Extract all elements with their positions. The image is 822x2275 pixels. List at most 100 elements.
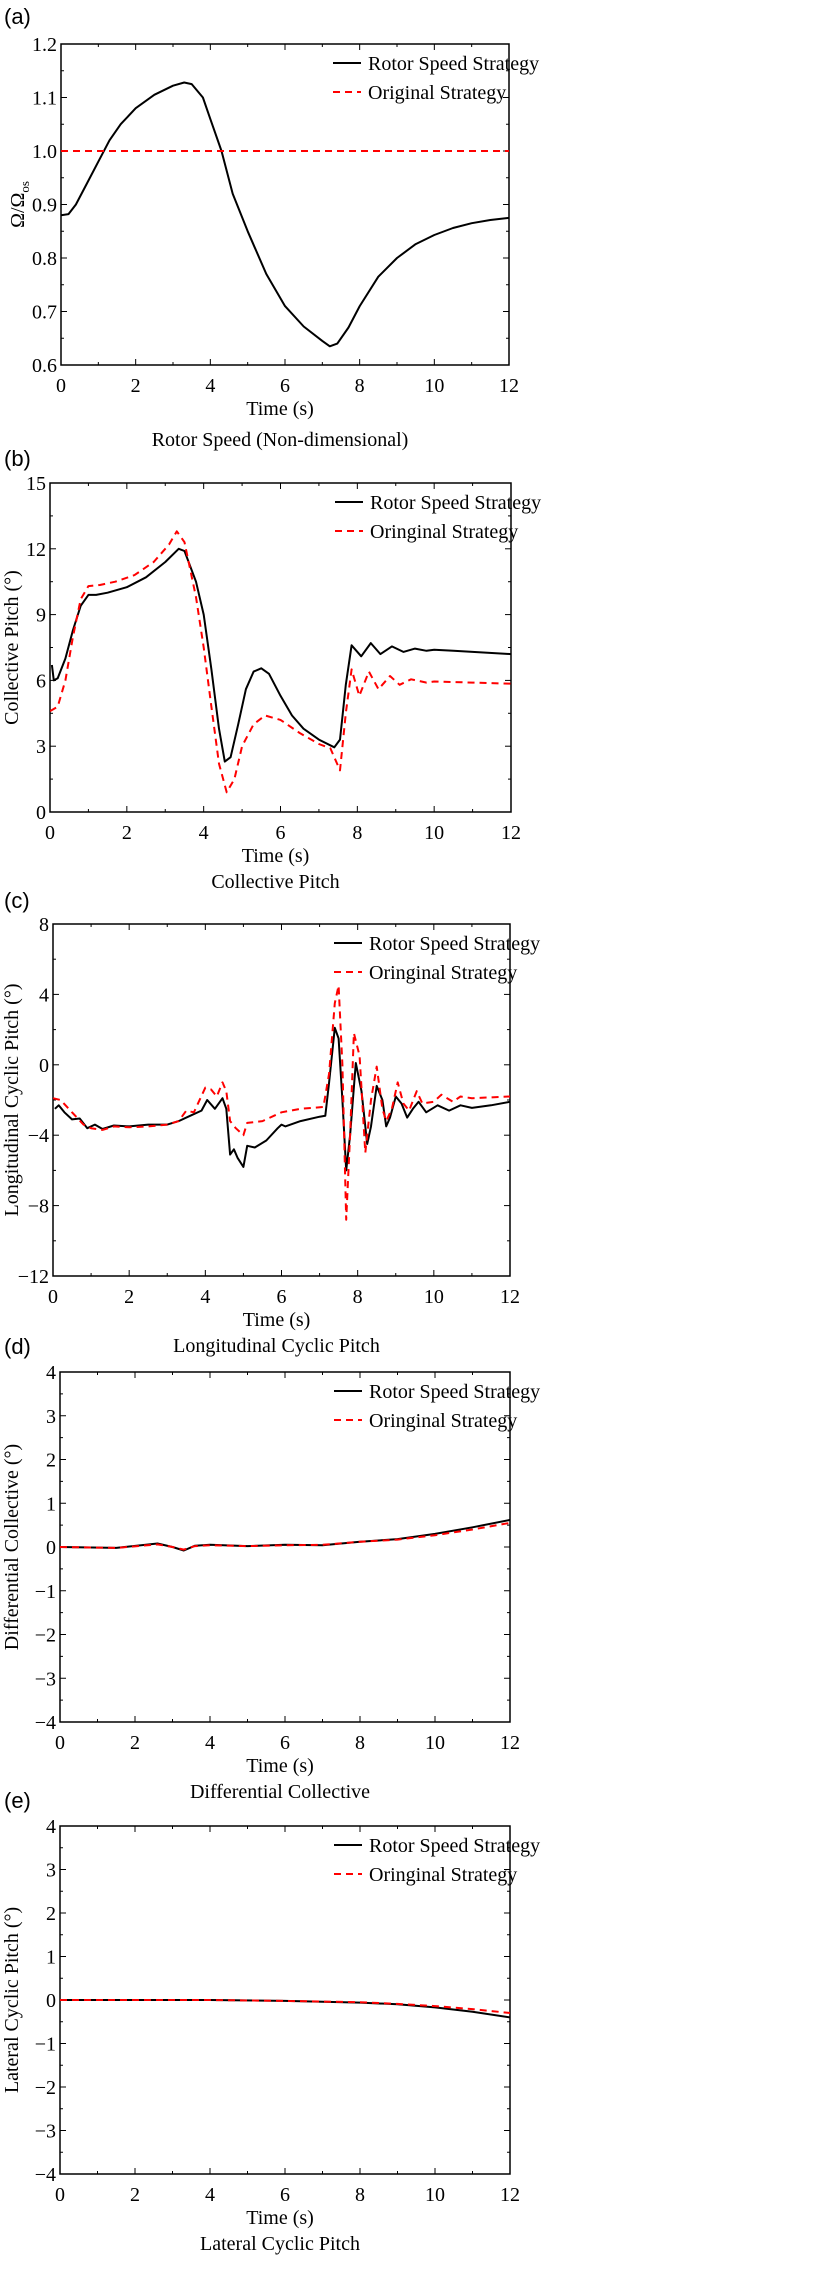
y-tick-label: −4 <box>35 1712 56 1734</box>
y-tick-label: 3 <box>36 736 46 758</box>
x-tick-label: 12 <box>500 1732 520 1754</box>
panel-subtitle: Differential Collective <box>190 1781 370 1803</box>
legend-label: Oringinal Strategy <box>369 1864 517 1886</box>
panel-subtitle: Collective Pitch <box>211 871 339 893</box>
panel-label: (c) <box>4 888 30 913</box>
panel-subtitle: Rotor Speed (Non-dimensional) <box>152 429 409 451</box>
panel-b: (b) 0 2 4 6 8 10 12 0 3 6 9 12 15 Time (s) Collective P… <box>1 446 541 893</box>
series-original-strategy-line <box>60 1521 510 1551</box>
y-tick-label: 2 <box>46 1903 56 1925</box>
x-tick-label: 6 <box>277 1286 287 1308</box>
y-tick-label: 0 <box>46 1990 56 2012</box>
x-tick-label: 4 <box>205 1732 215 1754</box>
x-tick-label: 10 <box>425 1732 445 1754</box>
y-tick-label: 15 <box>26 473 46 495</box>
legend-label: Oringinal Strategy <box>370 521 518 543</box>
x-tick-label: 2 <box>130 1732 140 1754</box>
x-tick-label: 0 <box>55 2184 65 2206</box>
legend-label: Oringinal Strategy <box>369 1410 517 1432</box>
y-axis-title-main: Longitudinal Cyclic Pitch (°) <box>1 984 23 1217</box>
y-axis-title: Collective Pitch (°) <box>1 570 23 725</box>
x-tick-label: 4 <box>205 375 215 397</box>
legend-label: Original Strategy <box>368 82 506 104</box>
y-tick-label: 0.8 <box>32 248 57 270</box>
y-tick-label: 0 <box>36 802 46 824</box>
y-tick-label: 2 <box>46 1450 56 1472</box>
x-tick-label: 8 <box>353 1286 363 1308</box>
y-tick-label: −4 <box>28 1125 49 1147</box>
y-tick-label: 1.2 <box>32 34 57 56</box>
series-original-strategy-line <box>53 984 510 1221</box>
y-tick-label: −2 <box>35 2077 56 2099</box>
x-tick-label: 2 <box>122 822 132 844</box>
y-tick-label: −3 <box>35 1668 56 1690</box>
panel-label: (e) <box>4 1788 31 1813</box>
x-axis-title: Time (s) <box>242 845 310 867</box>
x-tick-label: 0 <box>48 1286 58 1308</box>
y-tick-label: 4 <box>46 1816 56 1838</box>
x-tick-label: 6 <box>280 2184 290 2206</box>
x-tick-label: 12 <box>499 375 519 397</box>
y-axis-title-subscript: os <box>17 181 32 193</box>
y-tick-label: 0.6 <box>32 355 57 377</box>
panel-subtitle: Longitudinal Cyclic Pitch <box>173 1335 380 1357</box>
x-axis-title: Time (s) <box>246 1755 314 1777</box>
x-tick-label: 0 <box>55 1732 65 1754</box>
y-axis-title: Differential Collective (°) <box>1 1444 23 1650</box>
series-rotor-speed-strategy-line <box>50 547 511 763</box>
y-tick-label: 6 <box>36 670 46 692</box>
x-tick-label: 4 <box>200 1286 210 1308</box>
y-axis-title-main: Collective Pitch (°) <box>1 570 23 725</box>
x-axis-title: Time (s) <box>246 2207 314 2229</box>
y-tick-label: 1.1 <box>32 88 57 110</box>
x-tick-label: 4 <box>205 2184 215 2206</box>
legend-label: Rotor Speed Strategy <box>369 933 540 955</box>
x-tick-label: 0 <box>56 375 66 397</box>
x-tick-label: 10 <box>425 2184 445 2206</box>
x-tick-label: 2 <box>130 2184 140 2206</box>
legend-label: Rotor Speed Strategy <box>369 1835 540 1857</box>
series-rotor-speed-strategy-line <box>54 1026 510 1172</box>
x-tick-label: 10 <box>424 1286 444 1308</box>
series-original-strategy-line <box>50 530 511 794</box>
x-tick-label: 8 <box>355 2184 365 2206</box>
panel-a: (a) 0 2 4 6 8 10 12 0.6 0.7 0.8 0.9 1.0 1.1 1.2 Time (s… <box>4 4 539 451</box>
x-tick-label: 6 <box>280 1732 290 1754</box>
y-tick-label: −3 <box>35 2121 56 2143</box>
legend-label: Rotor Speed Strategy <box>368 53 539 75</box>
y-tick-label: 0.9 <box>32 195 57 217</box>
y-tick-label: −8 <box>28 1196 49 1218</box>
y-tick-label: 0 <box>46 1537 56 1559</box>
x-tick-label: 4 <box>199 822 209 844</box>
y-tick-label: 8 <box>39 914 49 936</box>
y-axis-title-main: Lateral Cyclic Pitch (°) <box>1 1907 23 2093</box>
panel-label: (d) <box>4 1334 31 1359</box>
y-tick-label: 0 <box>39 1055 49 1077</box>
x-tick-label: 12 <box>500 2184 520 2206</box>
panel-subtitle: Lateral Cyclic Pitch <box>200 2233 360 2255</box>
x-tick-label: 2 <box>124 1286 134 1308</box>
y-tick-label: −1 <box>35 1581 56 1603</box>
x-tick-label: 8 <box>355 1732 365 1754</box>
legend-label: Rotor Speed Strategy <box>370 492 541 514</box>
y-tick-label: 1 <box>46 1493 56 1515</box>
y-tick-label: 3 <box>46 1860 56 1882</box>
y-tick-label: −4 <box>35 2164 56 2186</box>
series-rotor-speed-strategy-line <box>61 81 509 348</box>
y-tick-label: 1 <box>46 1947 56 1969</box>
y-tick-label: 4 <box>39 984 49 1006</box>
series-original-strategy-line <box>60 1999 510 2014</box>
series-rotor-speed-strategy-line <box>60 1999 510 2019</box>
series-rotor-speed-strategy-line <box>60 1518 510 1552</box>
y-axis-title: Ω/Ωos <box>7 181 32 228</box>
x-tick-label: 12 <box>500 1286 520 1308</box>
x-axis-title: Time (s) <box>243 1309 311 1331</box>
legend-label: Rotor Speed Strategy <box>369 1381 540 1403</box>
x-tick-label: 8 <box>355 375 365 397</box>
y-tick-label: 0.7 <box>32 302 57 324</box>
y-tick-label: 1.0 <box>32 141 57 163</box>
panel-c: (c) 0 2 4 6 8 10 12 −12 −8 −4 0 4 8 Time (s) Longitudin… <box>1 888 540 1357</box>
